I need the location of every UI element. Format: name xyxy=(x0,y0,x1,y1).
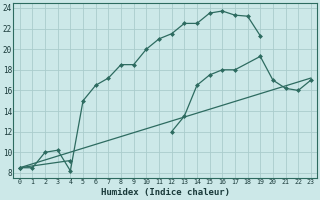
X-axis label: Humidex (Indice chaleur): Humidex (Indice chaleur) xyxy=(101,188,230,197)
